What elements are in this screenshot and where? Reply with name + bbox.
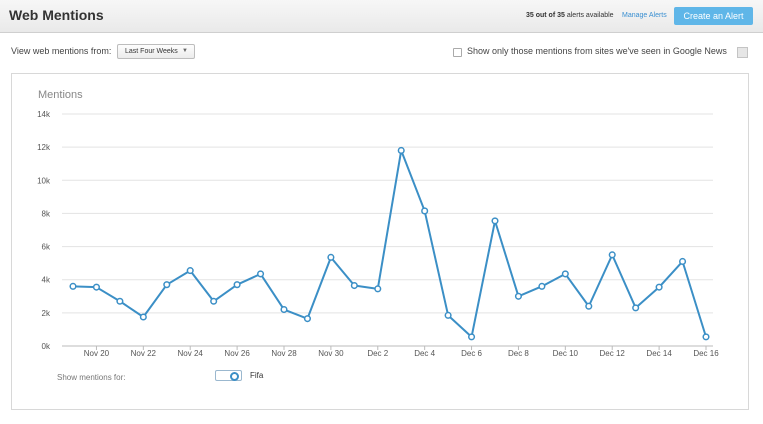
header-bar: Web Mentions 35 out of 35 alerts availab… [0,0,763,33]
data-point [538,282,546,290]
data-point [421,207,429,215]
x-tick-label: Dec 14 [646,349,672,358]
data-point [585,302,593,310]
page-title: Web Mentions [9,7,104,23]
alerts-used: 35 out of 35 [526,12,565,19]
google-news-label: Show only those mentions from sites we'v… [467,46,727,56]
x-tick-label: Dec 12 [600,349,626,358]
data-point [655,283,663,291]
news-icon[interactable] [737,47,748,58]
data-point [233,281,241,289]
data-point [702,333,710,341]
mentions-chart: Mentions 0k 2k 4k 6k 8k 10k 12k 14k Nov 20 Nov 22 N… [37,89,719,358]
x-tick-label: Dec 6 [461,349,482,358]
data-point [374,285,382,293]
range-label: View web mentions from: [11,46,112,56]
data-point [116,297,124,305]
data-point [280,305,288,314]
series-line [72,149,707,338]
x-tick-label: Dec 2 [367,349,388,358]
alerts-suffix: alerts available [566,12,614,19]
chart-panel [11,73,749,410]
data-point [608,251,616,259]
data-point [186,267,194,275]
x-tick-label: Nov 22 [131,349,157,358]
x-tick-label: Dec 8 [508,349,529,358]
data-point [561,270,569,278]
series-name: Fifa [250,371,264,380]
y-tick-label: 10k [37,176,51,185]
alerts-count: 35 out of 35 alerts available [526,12,614,19]
y-tick-label: 2k [42,309,51,318]
series-toggle[interactable] [215,370,242,381]
data-point [257,270,265,278]
manage-alerts-link[interactable]: Manage Alerts [622,12,667,19]
data-point [210,297,218,305]
x-tick-label: Dec 4 [414,349,435,358]
x-tick-label: Nov 28 [271,349,297,358]
range-select-value: Last Four Weeks [125,48,178,55]
x-tick-label: Nov 26 [224,349,250,358]
range-select[interactable]: Last Four Weeks ▼ [117,44,195,59]
data-point [92,283,100,291]
data-point [514,292,522,300]
y-tick-label: 12k [37,143,51,152]
chart-title: Mentions [38,89,83,101]
y-tick-label: 6k [42,243,51,252]
data-point [69,282,77,290]
y-tick-label: 8k [42,209,51,218]
data-point [397,146,405,155]
y-tick-label: 14k [37,110,51,119]
data-point [491,217,499,225]
data-point [327,253,335,261]
series-marker-icon [230,372,239,381]
data-point [468,333,476,341]
y-tick-label: 4k [42,276,51,285]
x-tick-label: Nov 24 [178,349,204,358]
create-alert-button[interactable]: Create an Alert [674,7,753,25]
data-point [632,304,640,312]
chevron-down-icon: ▼ [182,48,188,54]
data-point [444,311,452,319]
data-point [679,257,687,266]
data-point [350,281,358,290]
y-tick-label: 0k [42,342,51,351]
x-tick-label: Dec 10 [553,349,579,358]
data-point [303,315,311,323]
data-point [139,313,147,321]
x-tick-label: Dec 16 [693,349,719,358]
x-tick-label: Nov 20 [84,349,110,358]
google-news-checkbox[interactable] [453,48,462,57]
legend-label: Show mentions for: [57,373,126,382]
x-tick-label: Nov 30 [318,349,344,358]
data-point [163,281,171,289]
